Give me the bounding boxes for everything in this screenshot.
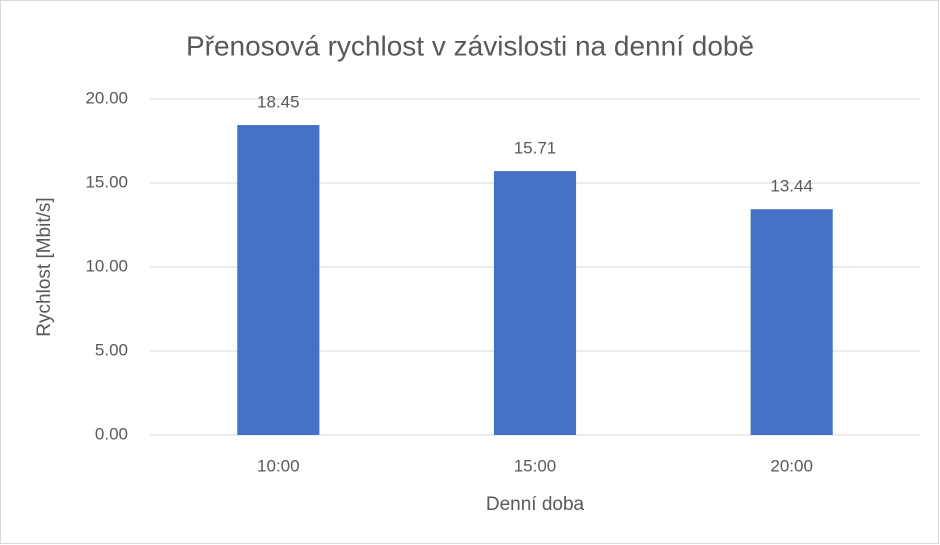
x-tick-label: 10:00 — [257, 456, 300, 475]
chart-title: Přenosová rychlost v závislosti na denní… — [186, 30, 754, 61]
data-label: 15.71 — [514, 139, 557, 158]
y-tick-label: 10.00 — [85, 256, 128, 275]
y-tick-label: 15.00 — [85, 172, 128, 191]
y-tick-label: 0.00 — [95, 424, 128, 443]
bar — [750, 209, 833, 435]
y-tick-label: 20.00 — [85, 88, 128, 107]
y-tick-label: 5.00 — [95, 340, 128, 359]
bar — [493, 171, 577, 435]
y-axis-title: Rychlost [Mbit/s] — [34, 197, 55, 336]
x-axis-title: Denní doba — [486, 494, 585, 515]
x-tick-label: 15:00 — [514, 456, 557, 475]
x-tick-label: 20:00 — [770, 456, 813, 475]
data-label: 13.44 — [770, 177, 813, 196]
data-label: 18.45 — [257, 93, 300, 112]
bar — [237, 125, 320, 435]
